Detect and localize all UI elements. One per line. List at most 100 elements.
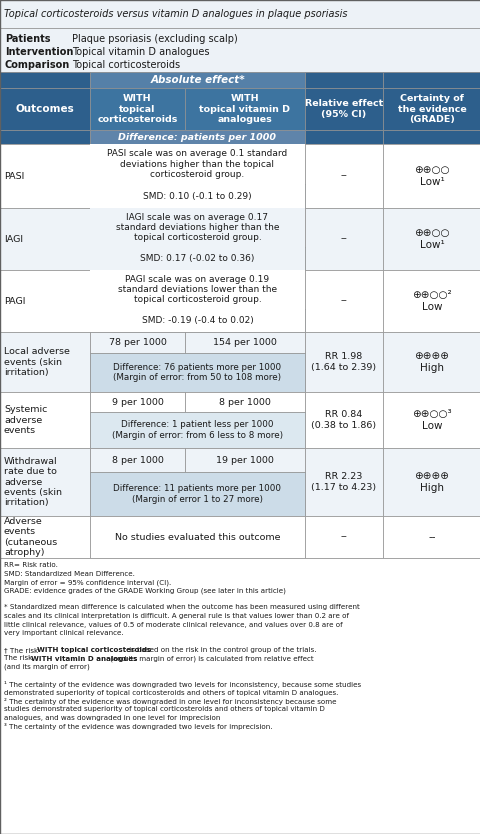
Text: ⊕⊕⊕⊕
High: ⊕⊕⊕⊕ High: [414, 471, 449, 493]
Text: WITH
topical vitamin D
analogues: WITH topical vitamin D analogues: [199, 94, 290, 124]
Text: studies demonstrated superiority of topical corticosteroids and others of topica: studies demonstrated superiority of topi…: [4, 706, 324, 712]
Bar: [90, 208, 304, 270]
Bar: [90, 353, 304, 392]
Bar: [382, 392, 480, 448]
Text: Topical vitamin D analogues: Topical vitamin D analogues: [72, 47, 209, 57]
Bar: [90, 392, 185, 412]
Bar: [382, 516, 480, 558]
Bar: [90, 130, 304, 144]
Text: PASI: PASI: [4, 172, 24, 180]
Text: --: --: [340, 234, 347, 244]
Text: Difference: 76 patients more per 1000
(Margin of error: from 50 to 108 more): Difference: 76 patients more per 1000 (M…: [113, 363, 281, 382]
Bar: [0, 144, 90, 208]
Text: * Standardized mean difference is calculated when the outcome has been measured : * Standardized mean difference is calcul…: [4, 605, 359, 610]
Text: Comparison: Comparison: [5, 60, 70, 70]
Text: Withdrawal
rate due to
adverse
events (skin
irritation): Withdrawal rate due to adverse events (s…: [4, 457, 62, 507]
Text: little clinical relevance, values of 0.5 of moderate clinical relevance, and val: little clinical relevance, values of 0.5…: [4, 621, 342, 627]
Bar: [90, 247, 304, 270]
Bar: [304, 270, 382, 332]
Bar: [90, 472, 304, 516]
Bar: [185, 332, 304, 353]
Text: SMD: -0.19 (-0.4 to 0.02): SMD: -0.19 (-0.4 to 0.02): [141, 316, 253, 325]
Text: WITH vitamin D analogues: WITH vitamin D analogues: [31, 656, 137, 661]
Text: Systemic
adverse
events: Systemic adverse events: [4, 405, 47, 435]
Text: SMD: 0.10 (-0.1 to 0.29): SMD: 0.10 (-0.1 to 0.29): [143, 192, 252, 200]
Text: ⊕⊕○○
Low¹: ⊕⊕○○ Low¹: [413, 229, 449, 250]
Bar: [90, 309, 304, 332]
Text: 154 per 1000: 154 per 1000: [213, 338, 276, 347]
Bar: [0, 72, 90, 88]
Bar: [185, 144, 304, 208]
Text: Relative effect
(95% CI): Relative effect (95% CI): [304, 99, 383, 118]
Text: (and its margin of error) is calculated from relative effect: (and its margin of error) is calculated …: [108, 656, 313, 662]
Text: (and its margin of error): (and its margin of error): [4, 664, 90, 671]
Bar: [185, 208, 304, 270]
Bar: [0, 516, 90, 558]
Bar: [0, 28, 480, 72]
Bar: [185, 270, 304, 332]
Bar: [90, 448, 185, 516]
Bar: [304, 130, 382, 144]
Text: WITH topical corticosteroids: WITH topical corticosteroids: [37, 647, 151, 653]
Text: † The risk: † The risk: [4, 647, 40, 653]
Text: ⊕⊕○○²
Low: ⊕⊕○○² Low: [411, 290, 451, 312]
Text: very important clinical relevance.: very important clinical relevance.: [4, 630, 123, 636]
Bar: [382, 144, 480, 208]
Text: --: --: [427, 532, 435, 542]
Text: Outcomes: Outcomes: [15, 104, 74, 114]
Text: 8 per 1000: 8 per 1000: [111, 455, 163, 465]
Bar: [185, 516, 304, 558]
Bar: [90, 72, 304, 88]
Text: IAGI scale was on average 0.17
standard deviations higher than the
topical corti: IAGI scale was on average 0.17 standard …: [116, 213, 279, 243]
Text: Difference: patients per 1000: Difference: patients per 1000: [118, 133, 276, 142]
Bar: [90, 208, 185, 270]
Bar: [382, 72, 480, 88]
Bar: [90, 144, 304, 208]
Text: ⊕⊕○○
Low¹: ⊕⊕○○ Low¹: [413, 165, 449, 187]
Text: 19 per 1000: 19 per 1000: [216, 455, 274, 465]
Text: RR 2.23
(1.17 to 4.23): RR 2.23 (1.17 to 4.23): [311, 472, 376, 492]
Text: Local adverse
events (skin
irritation): Local adverse events (skin irritation): [4, 347, 70, 377]
Bar: [90, 144, 185, 208]
Bar: [90, 516, 185, 558]
Bar: [0, 208, 90, 270]
Bar: [304, 448, 382, 516]
Text: ¹ The certainty of the evidence was downgraded two levels for inconsistency, bec: ¹ The certainty of the evidence was down…: [4, 681, 360, 688]
Bar: [0, 392, 90, 448]
Text: Certainty of
the evidence
(GRADE): Certainty of the evidence (GRADE): [397, 94, 466, 124]
Text: Topical corticosteroids versus vitamin D analogues in plaque psoriasis: Topical corticosteroids versus vitamin D…: [4, 9, 347, 19]
Bar: [90, 448, 185, 472]
Bar: [90, 88, 185, 130]
Text: 78 per 1000: 78 per 1000: [108, 338, 166, 347]
Bar: [382, 448, 480, 516]
Bar: [185, 392, 304, 448]
Bar: [185, 448, 304, 472]
Text: RR= Risk ratio.: RR= Risk ratio.: [4, 562, 58, 568]
Bar: [0, 558, 480, 834]
Bar: [185, 332, 304, 392]
Bar: [185, 392, 304, 412]
Bar: [304, 392, 382, 448]
Text: ⊕⊕⊕⊕
High: ⊕⊕⊕⊕ High: [414, 351, 449, 373]
Text: RR 1.98
(1.64 to 2.39): RR 1.98 (1.64 to 2.39): [311, 352, 376, 372]
Bar: [304, 144, 382, 208]
Bar: [90, 270, 304, 332]
Text: 8 per 1000: 8 per 1000: [218, 398, 270, 406]
Bar: [90, 208, 304, 247]
Text: Difference: 11 patients more per 1000
(Margin of error 1 to 27 more): Difference: 11 patients more per 1000 (M…: [113, 485, 281, 504]
Bar: [185, 448, 304, 516]
Text: ³ The certainty of the evidence was downgraded two levels for imprecision.: ³ The certainty of the evidence was down…: [4, 724, 272, 731]
Text: Topical corticosteroids: Topical corticosteroids: [72, 60, 180, 70]
Text: ⊕⊕○○³
Low: ⊕⊕○○³ Low: [411, 409, 451, 431]
Bar: [0, 130, 90, 144]
Bar: [304, 208, 382, 270]
Bar: [382, 130, 480, 144]
Text: PAGI: PAGI: [4, 297, 25, 305]
Text: --: --: [340, 532, 347, 541]
Text: No studies evaluated this outcome: No studies evaluated this outcome: [115, 532, 280, 541]
Text: ² The certainty of the evidence was downgraded in one level for inconsistency be: ² The certainty of the evidence was down…: [4, 698, 336, 705]
Text: SMD: Standardized Mean Difference.: SMD: Standardized Mean Difference.: [4, 570, 134, 576]
Text: WITH
topical
corticosteroids: WITH topical corticosteroids: [97, 94, 177, 124]
Bar: [304, 516, 382, 558]
Bar: [382, 332, 480, 392]
